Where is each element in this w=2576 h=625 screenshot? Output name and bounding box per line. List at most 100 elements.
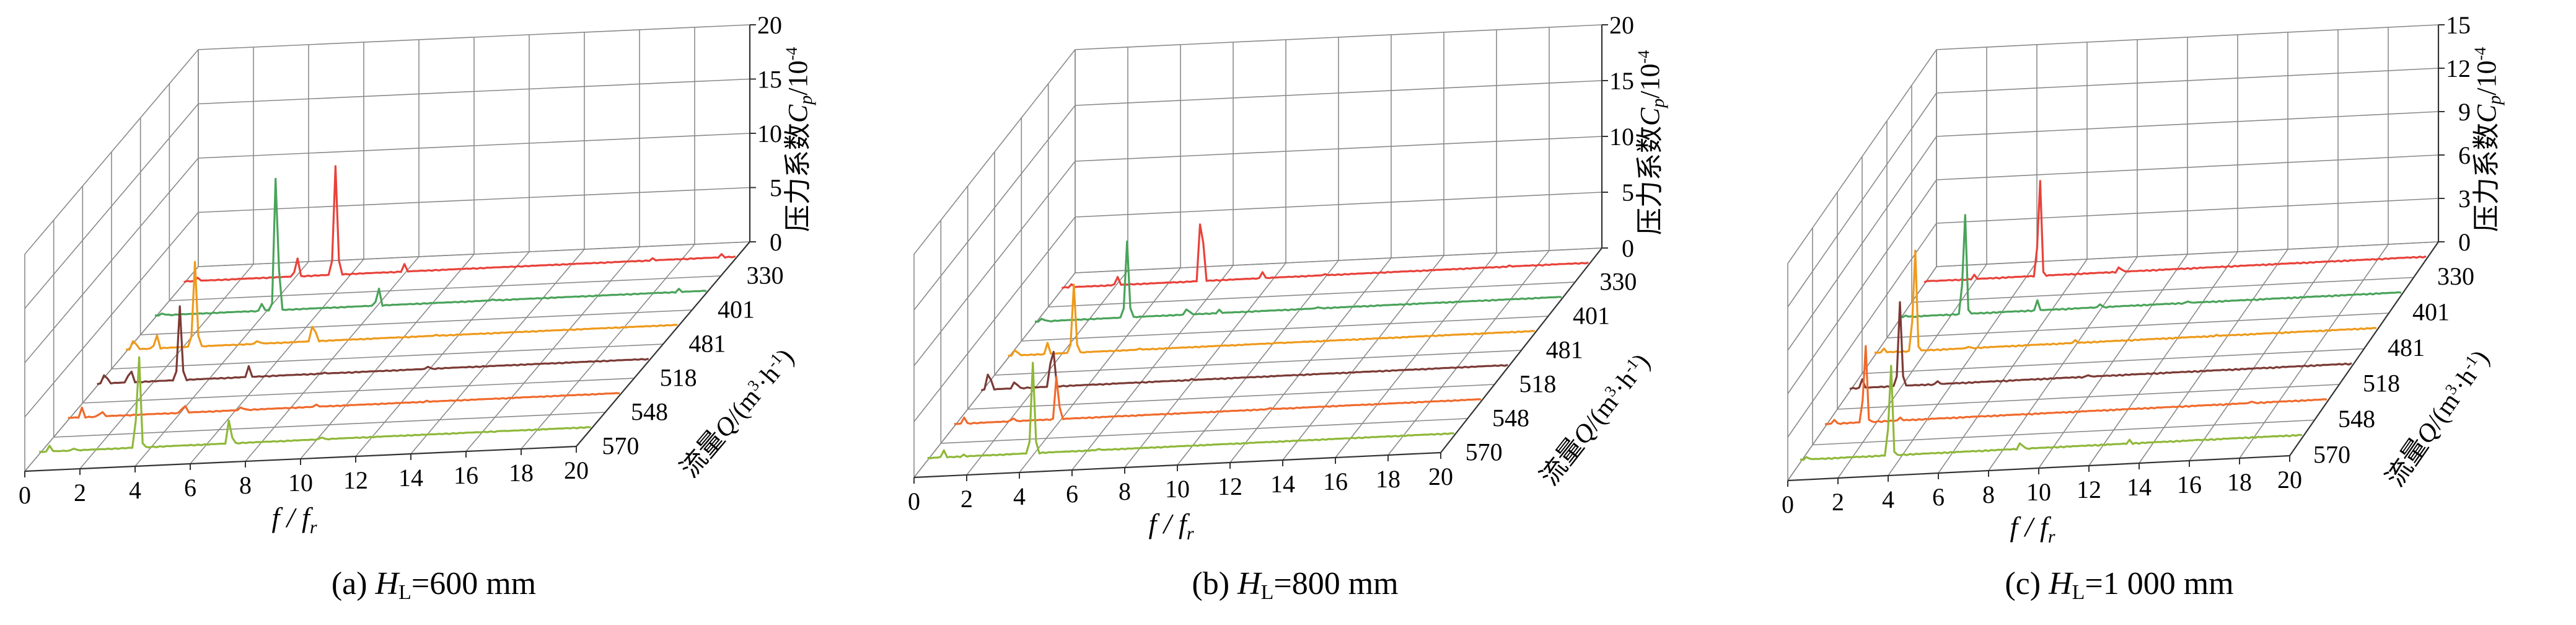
caption-sub: L [1260, 581, 1274, 604]
caption-prefix: (a) [331, 566, 376, 601]
caption-suffix: =800 mm [1273, 566, 1399, 601]
grid-line [1936, 68, 2439, 94]
z-axis-label: 压力系数Cp/10-4 [1634, 50, 1668, 235]
caption-var: H [1237, 566, 1261, 601]
series-line-518 [980, 350, 1508, 392]
z-tick-label: 20 [757, 11, 782, 39]
x-tick-label: 10 [2026, 478, 2051, 506]
series-line-570 [39, 356, 591, 453]
x-tick-label: 10 [288, 469, 313, 497]
x-tick-label: 8 [1119, 477, 1131, 505]
x-tick-label: 6 [1932, 483, 1945, 511]
y-axis-label: 流量Q/(m3·h-1) [2380, 344, 2495, 492]
x-tick-label: 14 [2127, 473, 2152, 501]
z-tick-label: 0 [2458, 228, 2471, 256]
grid-line [1075, 80, 1602, 106]
series-line-548 [68, 392, 620, 419]
grid-line [1936, 24, 2439, 50]
grid-line [1886, 312, 2389, 339]
x-axis-label: f / fr [2010, 511, 2055, 547]
x-tick-label: 0 [908, 487, 920, 515]
x-tick-label: 6 [1066, 480, 1078, 508]
grid-line [53, 412, 605, 438]
x-tick-label: 18 [2227, 468, 2252, 496]
grid-line [198, 187, 750, 213]
y-tick-label: 548 [631, 398, 668, 426]
grid-line [198, 78, 750, 105]
y-tick-label: 401 [1573, 302, 1610, 330]
caption-var: H [375, 566, 399, 601]
caption-suffix: =1 000 mm [2085, 566, 2234, 601]
grid-line [1837, 384, 2340, 410]
y-tick-label: 481 [1546, 336, 1583, 364]
y-tick-label: 548 [2338, 405, 2375, 433]
y-axis [2289, 241, 2439, 456]
grid-line [1075, 24, 1602, 50]
chart-panel-c: 0 2 4 6 8 10 12 14 16 18 20 f / fr 0 3 6 9 12 15压力系数Cp/10… [1782, 11, 2505, 547]
x-tick-label: 8 [239, 471, 252, 499]
caption-sub: L [398, 581, 411, 604]
y-tick-label: 518 [2363, 369, 2400, 397]
y-tick-label: 548 [1492, 404, 1529, 432]
caption-prefix: (b) [1192, 566, 1238, 601]
chart-panel-a: 0 2 4 6 8 10 12 14 16 18 20f / fr05101520压力系数Cp/10… [19, 11, 816, 538]
grid-line [198, 241, 750, 267]
series-line-481 [1008, 283, 1535, 357]
x-tick-label: 16 [1323, 468, 1348, 495]
x-tick-label: 12 [343, 466, 368, 494]
x-tick-label: 16 [2177, 471, 2202, 499]
grid-line [198, 133, 750, 159]
grid-line [1862, 348, 2365, 375]
series-line-548 [1824, 345, 2328, 425]
x-tick-label: 2 [1832, 488, 1844, 516]
grid-line [1075, 136, 1602, 162]
series-line-548 [954, 376, 1482, 425]
grid-line [1075, 247, 1602, 273]
x-tick-label: 12 [1218, 472, 1242, 500]
z-tick-label: 10 [1609, 123, 1634, 151]
y-tick-label: 481 [2388, 334, 2425, 361]
z-tick-label: 0 [1622, 234, 1634, 262]
x-axis-label: f / fr [1148, 508, 1193, 544]
grid-line [111, 344, 664, 370]
x-tick-label: 10 [1165, 475, 1190, 503]
x-tick-label: 16 [454, 461, 478, 489]
y-tick-label: 570 [2313, 440, 2350, 468]
grid-line [1048, 281, 1575, 308]
series-line-330 [1923, 180, 2427, 283]
x-tick-label: 2 [74, 479, 86, 507]
z-axis-label: 压力系数Cp/10-4 [2471, 47, 2505, 232]
grid-line [1936, 198, 2439, 224]
x-tick-label: 8 [1982, 481, 1995, 508]
grid-line [140, 309, 692, 335]
grid [24, 24, 750, 472]
z-tick-label: 15 [2446, 11, 2471, 39]
x-tick-label: 0 [19, 481, 31, 509]
z-tick-label: 3 [2458, 185, 2471, 213]
x-tick-label: 20 [2277, 466, 2302, 494]
x-tick-label: 4 [1882, 485, 1894, 513]
y-axis [576, 241, 750, 447]
caption-sub: L [2072, 581, 2085, 604]
z-tick-label: 6 [2458, 141, 2471, 169]
z-axis-label: 压力系数Cp/10-4 [782, 47, 816, 232]
x-axis-label: f / fr [271, 502, 317, 538]
z-tick-label: 10 [757, 120, 782, 148]
x-tick-label: 20 [564, 456, 589, 484]
grid-line [1911, 277, 2414, 303]
grid-line [1812, 419, 2315, 446]
series-line-570 [927, 361, 1454, 459]
x-tick-label: 2 [961, 485, 973, 513]
grid-line [1936, 154, 2439, 180]
z-tick-label: 9 [2458, 98, 2471, 126]
series-line-518 [1849, 301, 2352, 390]
grid-line [1936, 111, 2439, 137]
chart-panel-b: 0 2 4 6 8 10 12 14 16 18 20f / fr05101520压力系数Cp/10… [908, 11, 1668, 544]
y-tick-label: 330 [2437, 262, 2474, 290]
x-tick-label: 18 [509, 459, 534, 487]
z-tick-label: 20 [1609, 11, 1634, 39]
caption-prefix: (c) [2005, 566, 2049, 601]
y-tick-label: 330 [1599, 268, 1637, 296]
series-line-481 [126, 260, 678, 351]
